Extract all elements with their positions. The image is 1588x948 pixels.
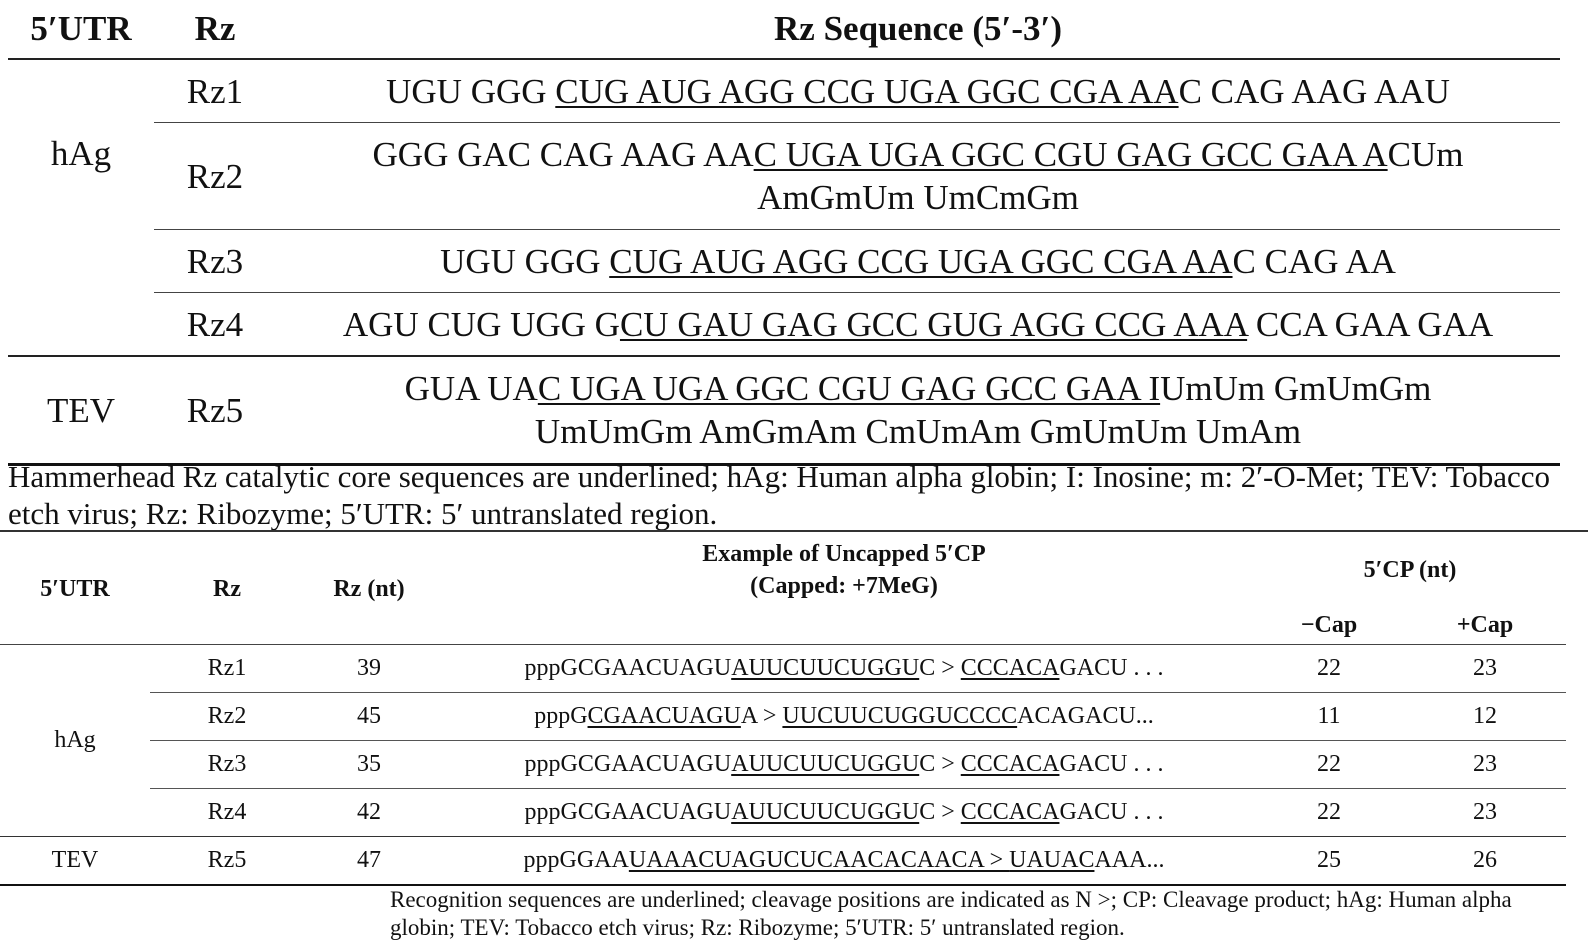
cp-sequence: pppGCGAACUAGUA > UUCUUCUGGUCCCCACAGACU..… xyxy=(434,692,1254,741)
cp-sequence: pppGCGAACUAGUAUUCUUCUGGUC > CCCACAGACU .… xyxy=(434,788,1254,837)
sequence-segment: C > xyxy=(919,751,961,777)
group-label-tev: TEV xyxy=(0,836,150,886)
sequence-cell: GUA UAC UGA UGA GGC CGU GAG GCC GAA IUmU… xyxy=(276,356,1560,466)
sequence-segment: pppGCGAACUAGU xyxy=(524,799,732,825)
col-header-utr: 5′UTR xyxy=(0,534,150,645)
sequence-segment: C > xyxy=(919,799,961,825)
sequence-segment: A > xyxy=(740,703,783,729)
col-header-rz-nt: Rz (nt) xyxy=(304,534,434,645)
col-header-plus-cap: +Cap xyxy=(1404,606,1566,645)
rz-length: 45 xyxy=(304,692,434,741)
cp-sequence: pppGCGAACUAGUAUUCUUCUGGUC > CCCACAGACU .… xyxy=(434,644,1254,693)
minus-cap-value: 22 xyxy=(1254,740,1404,789)
sequence-cell: AGU CUG UGG GCU GAU GAG GCC GUG AGG CCG … xyxy=(276,292,1560,357)
ribozyme-sequence-table: 5′UTR Rz Rz Sequence (5′-3′) hAg Rz1 UGU… xyxy=(8,0,1560,466)
table-row: TEV Rz5 47 pppGGAAUAAACUAGUCUCAACACAACA … xyxy=(0,836,1566,886)
table-row: Rz3 UGU GGG CUG AUG AGG CCG UGA GGC CGA … xyxy=(8,229,1560,293)
sequence-segment: pppGGAA xyxy=(523,847,629,873)
cp-sequence: pppGCGAACUAGUAUUCUUCUGGUC > CCCACAGACU .… xyxy=(434,740,1254,789)
table-row: hAg Rz1 UGU GGG CUG AUG AGG CCG UGA GGC … xyxy=(8,59,1560,357)
catalytic-core: CUG AUG AGG CCG UGA GGC CGA AA xyxy=(609,241,1233,281)
minus-cap-value: 22 xyxy=(1254,788,1404,837)
rz-label: Rz2 xyxy=(150,692,304,741)
plus-cap-value: 26 xyxy=(1404,836,1566,886)
sequence-segment: GACU . . . xyxy=(1059,751,1164,777)
recognition-sequence: CCCACA xyxy=(960,751,1060,777)
plus-cap-value: 23 xyxy=(1404,788,1566,837)
cleavage-product-table: 5′UTR Rz Rz (nt) Example of Uncapped 5′C… xyxy=(0,534,1566,886)
sequence-cell: UGU GGG CUG AUG AGG CCG UGA GGC CGA AAC … xyxy=(276,229,1560,293)
section-divider xyxy=(0,530,1588,532)
sequence-segment: pppGCGAACUAGU xyxy=(524,751,732,777)
rz-length: 35 xyxy=(304,740,434,789)
rz-label: Rz5 xyxy=(154,356,276,466)
rz-label: Rz1 xyxy=(154,59,276,123)
rz-length: 42 xyxy=(304,788,434,837)
rz-label: Rz5 xyxy=(150,836,304,886)
table-row: TEV Rz5 GUA UAC UGA UGA GGC CGU GAG GCC … xyxy=(8,356,1560,466)
catalytic-core: CU GAU GAG GCC GUG AGG CCG AAA xyxy=(619,304,1248,344)
sequence-segment: GACU . . . xyxy=(1059,655,1164,681)
sequence-cell: GGG GAC CAG AAG AAC UGA UGA GGC CGU GAG … xyxy=(276,122,1560,230)
plus-cap-value: 12 xyxy=(1404,692,1566,741)
table-row: Rz4 AGU CUG UGG GCU GAU GAG GCC GUG AGG … xyxy=(8,292,1560,357)
rz-label: Rz4 xyxy=(154,292,276,357)
rz-label: Rz1 xyxy=(150,644,304,693)
table-row: Rz2 GGG GAC CAG AAG AAC UGA UGA GGC CGU … xyxy=(8,122,1560,230)
recognition-sequence: AUUCUUCUGGU xyxy=(731,751,920,777)
col-header-rz: Rz xyxy=(154,0,276,60)
rz-length: 47 xyxy=(304,836,434,886)
table-row: Rz2 45 pppGCGAACUAGUA > UUCUUCUGGUCCCCAC… xyxy=(0,692,1566,741)
table-row: Rz4 42 pppGCGAACUAGUAUUCUUCUGGUC > CCCAC… xyxy=(0,788,1566,837)
group-label-hag: hAg xyxy=(8,59,154,357)
minus-cap-value: 22 xyxy=(1254,644,1404,693)
col-header-sequence: Rz Sequence (5′-3′) xyxy=(276,0,1560,60)
group-label-hag: hAg xyxy=(0,644,150,837)
rz-label: Rz3 xyxy=(150,740,304,789)
sequence-cell: UGU GGG CUG AUG AGG CCG UGA GGC CGA AAC … xyxy=(276,59,1560,123)
catalytic-core: CUG AUG AGG CCG UGA GGC CGA AA xyxy=(555,71,1179,111)
recognition-sequence: AUUCUUCUGGU xyxy=(731,799,920,825)
sequence-segment: ACAGACU... xyxy=(1017,703,1154,729)
table1-footnote: Hammerhead Rz catalytic core sequences a… xyxy=(8,459,1551,531)
plus-cap-value: 23 xyxy=(1404,740,1566,789)
recognition-sequence: CGAACUAGU xyxy=(587,703,741,729)
catalytic-core: C UGA UGA GGC CGU GAG GCC GAA I xyxy=(537,369,1161,408)
table-row: hAg Rz1 39 pppGCGAACUAGUAUUCUUCUGGUC > C… xyxy=(0,644,1566,837)
recognition-sequence: UAAACUAGUCUCAACACAACA > xyxy=(628,847,1010,873)
catalytic-core: C UGA UGA GGC CGU GAG GCC GAA A xyxy=(753,135,1388,174)
rz-label: Rz3 xyxy=(154,229,276,293)
rz-length: 39 xyxy=(304,644,434,693)
sequence-segment: pppGCGAACUAGU xyxy=(524,655,732,681)
table-row: Rz3 35 pppGCGAACUAGUAUUCUUCUGGUC > CCCAC… xyxy=(0,740,1566,789)
sequence-segment: GACU . . . xyxy=(1059,799,1164,825)
minus-cap-value: 11 xyxy=(1254,692,1404,741)
cp-sequence: pppGGAAUAAACUAGUCUCAACACAACA > UAUACAAA.… xyxy=(434,836,1254,886)
recognition-sequence: CCCACA xyxy=(960,799,1060,825)
col-header-rz: Rz xyxy=(150,534,304,645)
recognition-sequence: AUUCUUCUGGU xyxy=(731,655,920,681)
col-header-minus-cap: −Cap xyxy=(1254,606,1404,645)
recognition-sequence: CCCACA xyxy=(960,655,1060,681)
recognition-sequence: UUCUUCUGGUCCCC xyxy=(782,703,1018,729)
minus-cap-value: 25 xyxy=(1254,836,1404,886)
col-header-utr: 5′UTR xyxy=(8,0,154,60)
col-header-example: Example of Uncapped 5′CP (Capped: +7MeG) xyxy=(434,534,1254,645)
group-label-tev: TEV xyxy=(8,356,154,466)
plus-cap-value: 23 xyxy=(1404,644,1566,693)
sequence-segment: pppG xyxy=(534,703,588,729)
sequence-segment: C > xyxy=(919,655,961,681)
col-header-cp: 5′CP (nt) xyxy=(1363,557,1457,583)
rz-label: Rz4 xyxy=(150,788,304,837)
sequence-segment: AAA... xyxy=(1094,847,1165,873)
rz-label: Rz2 xyxy=(154,122,276,230)
recognition-sequence: UAUAC xyxy=(1009,847,1095,873)
table2-footnote: Recognition sequences are underlined; cl… xyxy=(390,887,1512,940)
